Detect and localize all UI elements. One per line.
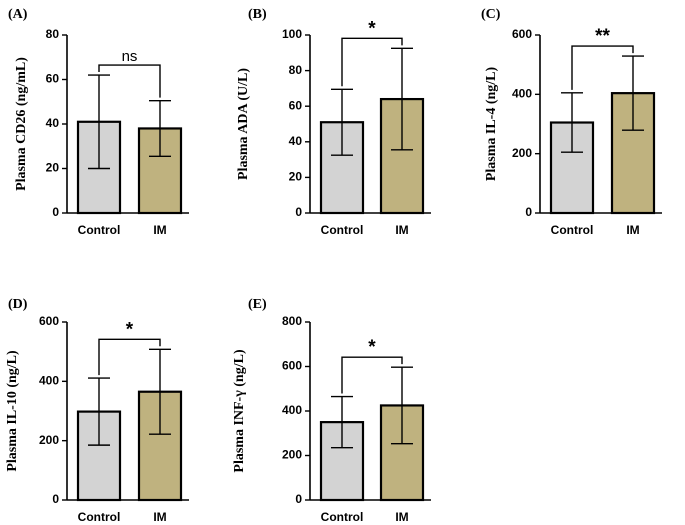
x-category-label: IM xyxy=(395,223,408,237)
x-category-label: Control xyxy=(321,223,364,237)
y-tick-label: 20 xyxy=(289,170,303,184)
x-category-label: Control xyxy=(321,510,364,524)
y-tick-label: 0 xyxy=(295,205,302,219)
y-axis-label: Plasma CD26 (ng/mL) xyxy=(14,57,29,191)
error-bar xyxy=(622,55,644,131)
y-axis-label: Plasma IL-10 (ng/L) xyxy=(5,350,20,472)
y-tick-label: 400 xyxy=(282,403,302,417)
chart-panel: (E) Plasma INF-γ (ng/L) 0 200 400 600 800 Contr… xyxy=(232,297,431,524)
y-tick-label: 0 xyxy=(52,492,59,506)
error-bar xyxy=(331,88,353,156)
y-axis-label: Plasma IL-4 (ng/L) xyxy=(484,66,499,181)
chart-panel: (C) Plasma IL-4 (ng/L) 0 200 400 600 Control IM… xyxy=(481,7,662,237)
error-bar xyxy=(331,395,353,449)
significance-label: ns xyxy=(122,48,138,65)
error-bar xyxy=(88,377,110,446)
chart-panel: (D) Plasma IL-10 (ng/L) 0 200 400 600 Control I… xyxy=(5,297,189,524)
y-tick-label: 60 xyxy=(289,98,303,112)
y-tick-label: 600 xyxy=(512,27,532,41)
y-tick-label: 40 xyxy=(289,134,303,148)
x-category-label: IM xyxy=(153,510,166,524)
y-tick-label: 0 xyxy=(52,205,59,219)
y-tick-label: 600 xyxy=(39,314,59,328)
x-category-label: Control xyxy=(78,510,121,524)
y-tick-label: 600 xyxy=(282,359,302,373)
y-tick-label: 60 xyxy=(46,72,60,86)
error-bar xyxy=(561,92,583,153)
y-tick-label: 400 xyxy=(512,87,532,101)
x-category-label: IM xyxy=(626,223,639,237)
panel-label: (A) xyxy=(8,7,28,22)
significance-bracket xyxy=(98,64,161,98)
y-tick-label: 200 xyxy=(512,146,532,160)
significance-label: * xyxy=(368,18,376,39)
error-bar xyxy=(391,366,413,445)
y-tick-label: 100 xyxy=(282,27,302,41)
significance-bracket xyxy=(98,338,161,376)
y-tick-label: 200 xyxy=(39,433,59,447)
y-tick-label: 80 xyxy=(46,27,60,41)
x-category-label: Control xyxy=(78,223,121,237)
panel-label: (D) xyxy=(8,297,28,312)
error-bar xyxy=(149,99,171,157)
x-category-label: Control xyxy=(551,223,594,237)
x-category-label: IM xyxy=(395,510,408,524)
y-tick-label: 40 xyxy=(46,116,60,130)
error-bar xyxy=(88,74,110,170)
y-axis-label: Plasma ADA (U/L) xyxy=(236,68,251,180)
significance-bracket xyxy=(341,356,403,394)
significance-bracket xyxy=(571,45,634,90)
y-tick-label: 80 xyxy=(289,63,303,77)
y-tick-label: 800 xyxy=(282,314,302,328)
y-tick-label: 0 xyxy=(525,205,532,219)
y-axis-label: Plasma INF-γ (ng/L) xyxy=(232,349,247,473)
chart-panel: (B) Plasma ADA (U/L) 0 20 40 60 80 100 Control IM… xyxy=(236,7,431,237)
y-tick-label: 0 xyxy=(295,492,302,506)
panel-label: (C) xyxy=(481,7,501,22)
significance-label: ** xyxy=(595,26,610,47)
y-tick-label: 20 xyxy=(46,161,60,175)
error-bar xyxy=(391,47,413,151)
panel-label: (B) xyxy=(248,7,267,22)
chart-panel: (A) Plasma CD26 (ng/mL) 0 20 40 60 80 Control IM… xyxy=(8,7,189,237)
y-tick-label: 200 xyxy=(282,448,302,462)
y-tick-label: 400 xyxy=(39,374,59,388)
x-category-label: IM xyxy=(153,223,166,237)
significance-label: * xyxy=(126,319,134,340)
bar xyxy=(137,390,183,502)
error-bar xyxy=(149,348,171,435)
significance-bracket xyxy=(341,37,403,87)
significance-label: * xyxy=(368,337,376,358)
panel-label: (E) xyxy=(248,297,267,312)
